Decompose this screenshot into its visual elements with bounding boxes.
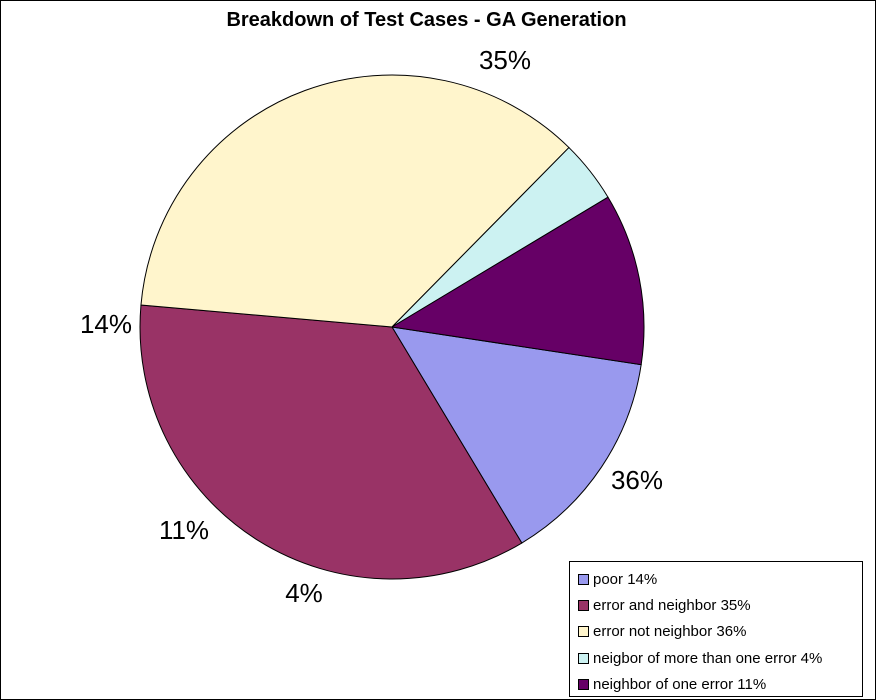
- legend-item: error not neighbor 36%: [578, 619, 862, 645]
- legend-item: neigbor of more than one error 4%: [578, 645, 862, 671]
- chart-legend: poor 14% error and neighbor 35% error not …: [569, 561, 863, 697]
- pie-slice: [140, 74, 570, 328]
- legend-item: error and neighbor 35%: [578, 592, 862, 618]
- data-label: 11%: [159, 515, 209, 545]
- legend-swatch: [578, 652, 589, 664]
- legend-label: poor 14%: [593, 570, 658, 588]
- legend-swatch: [578, 626, 589, 638]
- legend-item: neighbor of one error 11%: [578, 672, 862, 698]
- legend-swatch: [578, 573, 589, 585]
- legend-label: error not neighbor 36%: [593, 623, 747, 641]
- data-label: 35%: [479, 45, 531, 75]
- data-label: 4%: [285, 578, 323, 608]
- legend-item: poor 14%: [578, 566, 862, 592]
- pie-slice: [139, 304, 523, 580]
- legend-swatch: [578, 600, 589, 612]
- legend-label: neigbor of more than one error 4%: [593, 649, 823, 667]
- data-label: 14%: [80, 309, 132, 339]
- pie-slice: [390, 196, 645, 366]
- legend-label: neighbor of one error 11%: [593, 676, 767, 694]
- chart-title: Breakdown of Test Cases - GA Generation: [226, 9, 627, 31]
- legend-swatch: [578, 679, 589, 691]
- data-label: 36%: [611, 465, 663, 495]
- legend-label: error and neighbor 35%: [593, 597, 751, 615]
- pie-slice: [391, 326, 642, 544]
